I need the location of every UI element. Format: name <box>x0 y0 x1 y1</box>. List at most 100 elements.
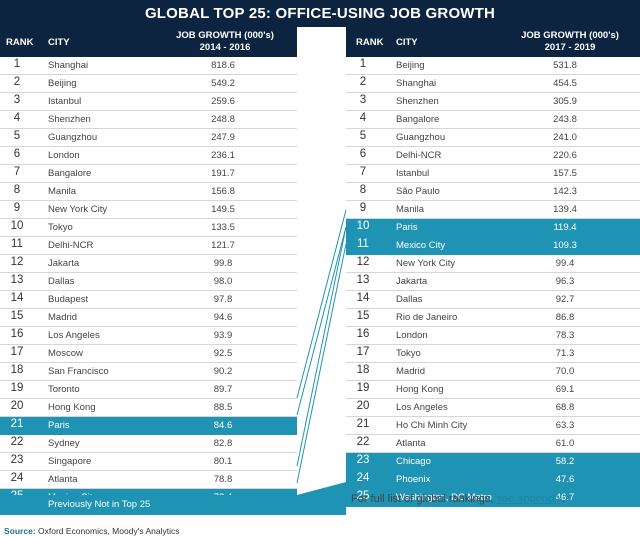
growth-cell: 259.6 <box>211 96 235 107</box>
legend-text: Previously Not in Top 25 <box>48 499 151 510</box>
growth-cell: 63.3 <box>555 420 575 431</box>
rank-cell: 9 <box>359 202 367 214</box>
table-row: 2 Shanghai 454.5 <box>346 75 640 93</box>
city-cell: Singapore <box>48 456 92 467</box>
growth-cell: 47.6 <box>555 474 575 485</box>
growth-header-line2: 2017 - 2019 <box>544 42 596 53</box>
rank-cell: 5 <box>359 130 367 142</box>
growth-cell: 121.7 <box>211 240 235 251</box>
table-row: 23 Singapore 80.1 <box>0 453 297 471</box>
rank-cell: 19 <box>356 382 370 394</box>
table-row: 10 Tokyo 133.5 <box>0 219 297 237</box>
rank-cell: 10 <box>10 220 24 232</box>
city-cell: Jakarta <box>396 276 428 287</box>
source-note: Source: Oxford Economics, Moody's Analyt… <box>4 526 179 536</box>
rank-cell: 17 <box>356 346 370 358</box>
table-row: 2 Beijing 549.2 <box>0 75 297 93</box>
table-row: 16 London 78.3 <box>346 327 640 345</box>
table-row: 24 Phoenix 47.6 <box>346 471 640 489</box>
city-cell: London <box>48 150 80 161</box>
growth-cell: 142.3 <box>553 186 577 197</box>
rank-cell: 21 <box>356 418 370 430</box>
rank-cell: 2 <box>359 76 367 88</box>
city-cell: Toronto <box>48 384 80 395</box>
rank-cell: 25 <box>356 490 370 502</box>
growth-cell: 236.1 <box>211 150 235 161</box>
rank-cell: 23 <box>10 454 24 466</box>
city-cell: Atlanta <box>396 438 426 449</box>
growth-cell: 241.0 <box>553 132 577 143</box>
rank-cell: 7 <box>359 166 367 178</box>
growth-cell: 82.8 <box>213 438 233 449</box>
table-row: 4 Bangalore 243.8 <box>346 111 640 129</box>
growth-cell: 80.1 <box>213 456 233 467</box>
city-cell: Tokyo <box>396 348 421 359</box>
rank-cell: 9 <box>13 202 21 214</box>
growth-header-line1: JOB GROWTH (000's) <box>521 30 619 41</box>
rank-cell: 20 <box>356 400 370 412</box>
city-cell: Rio de Janeiro <box>396 312 458 323</box>
city-header: CITY <box>396 37 418 48</box>
rank-cell: 6 <box>359 148 367 160</box>
footnote-text: For full list of global rankings, <box>351 493 497 505</box>
city-cell: Mexico City <box>396 240 446 251</box>
rank-cell: 16 <box>10 328 24 340</box>
table-row: 12 Jakarta 99.8 <box>0 255 297 273</box>
city-cell: Istanbul <box>396 168 430 179</box>
table-row: 17 Moscow 92.5 <box>0 345 297 363</box>
table-row: 3 Istanbul 259.6 <box>0 93 297 111</box>
growth-cell: 96.3 <box>555 276 575 287</box>
city-cell: New York City <box>396 258 456 269</box>
growth-cell: 86.8 <box>555 312 575 323</box>
growth-cell: 70.0 <box>555 366 575 377</box>
growth-header-line1: JOB GROWTH (000's) <box>176 30 274 41</box>
growth-header-2017-2019: JOB GROWTH (000's) 2017 - 2019 <box>502 30 638 54</box>
growth-cell: 92.7 <box>555 294 575 305</box>
table-row: 9 Manila 139.4 <box>346 201 640 219</box>
connector-mexico-city <box>296 226 347 467</box>
footnote: For full list of global rankings, see ap… <box>351 493 565 505</box>
growth-cell: 46.7 <box>555 492 575 503</box>
growth-cell: 248.8 <box>211 114 235 125</box>
rank-cell: 4 <box>13 112 21 124</box>
city-cell: London <box>396 330 428 341</box>
legend-wedge <box>297 482 346 515</box>
rank-cell: 4 <box>359 112 367 124</box>
city-cell: Manila <box>48 186 76 197</box>
city-cell: Hong Kong <box>396 384 444 395</box>
table-row: 15 Rio de Janeiro 86.8 <box>346 309 640 327</box>
growth-cell: 133.5 <box>211 222 235 233</box>
table-2014-2016: 1 Shanghai 818.6 2 Beijing 549.2 3 Istanbul 259.… <box>0 57 297 507</box>
table-row: 21 Ho Chi Minh City 63.3 <box>346 417 640 435</box>
table-row: 19 Toronto 89.7 <box>0 381 297 399</box>
rank-cell: 5 <box>13 130 21 142</box>
city-cell: Guangzhou <box>396 132 446 143</box>
rank-cell: 3 <box>359 94 367 106</box>
rank-cell: 22 <box>356 436 370 448</box>
rank-cell: 18 <box>10 364 24 376</box>
growth-cell: 531.8 <box>553 60 577 71</box>
table-row: 20 Los Angeles 68.8 <box>346 399 640 417</box>
table-row: 14 Budapest 97.8 <box>0 291 297 309</box>
rank-cell: 24 <box>356 472 370 484</box>
left-table-header: RANK CITY JOB GROWTH (000's) 2014 - 2016 <box>0 27 297 57</box>
table-row: 22 Atlanta 61.0 <box>346 435 640 453</box>
growth-cell: 157.5 <box>553 168 577 179</box>
table-row: 14 Dallas 92.7 <box>346 291 640 309</box>
rank-cell: 12 <box>10 256 24 268</box>
growth-cell: 149.5 <box>211 204 235 215</box>
city-cell: Madrid <box>48 312 78 323</box>
growth-cell: 454.5 <box>553 78 577 89</box>
rank-cell: 11 <box>11 238 23 250</box>
rank-cell: 2 <box>13 76 21 88</box>
table-row: 12 New York City 99.4 <box>346 255 640 273</box>
table-row: 6 Delhi-NCR 220.6 <box>346 147 640 165</box>
rank-cell: 20 <box>10 400 24 412</box>
growth-cell: 247.9 <box>211 132 235 143</box>
table-row: 22 Sydney 82.8 <box>0 435 297 453</box>
rank-cell: 15 <box>356 310 370 322</box>
city-cell: Sydney <box>48 438 80 449</box>
appendix-link[interactable]: see appendix <box>496 493 562 505</box>
connector-paris <box>296 209 347 399</box>
rank-cell: 10 <box>356 220 370 232</box>
